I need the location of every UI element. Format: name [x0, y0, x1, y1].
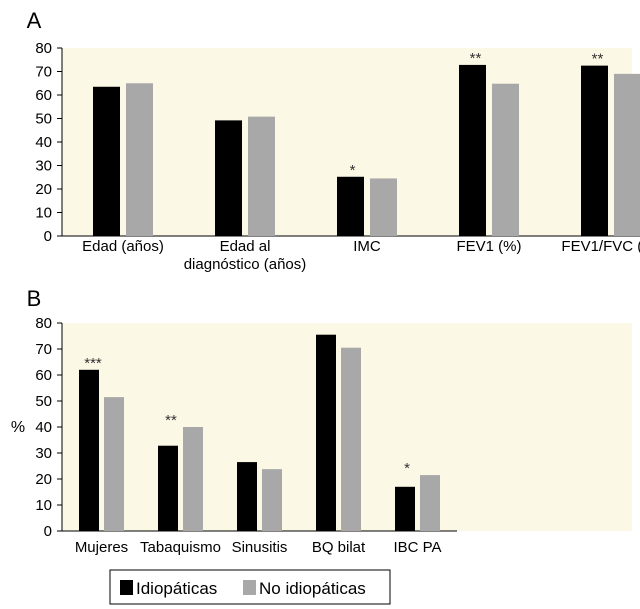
category-label: Edad (años) — [82, 238, 164, 255]
y-tick-label: 10 — [35, 497, 52, 514]
legend-swatch — [243, 580, 256, 595]
bar-idiopaticas — [316, 334, 336, 531]
bar-idiopaticas — [459, 64, 486, 236]
bar-idiopaticas — [93, 86, 120, 237]
category-label: Sinusitis — [232, 539, 288, 556]
y-tick-label: 30 — [35, 445, 52, 462]
y-tick-label: 70 — [35, 341, 52, 358]
significance-marker: ** — [470, 50, 482, 67]
y-tick-label: 80 — [35, 40, 52, 57]
y-tick-label: 20 — [35, 471, 52, 488]
category-label: BQ bilat — [312, 539, 366, 556]
bar-no-idiopaticas — [104, 397, 124, 531]
bar-no-idiopaticas — [262, 469, 282, 531]
significance-marker: * — [350, 162, 356, 179]
significance-marker: ** — [165, 412, 177, 429]
bar-no-idiopaticas — [341, 347, 361, 531]
legend: Idiopáticas No idiopáticas — [109, 569, 391, 605]
y-tick-label: 0 — [44, 523, 52, 540]
y-tick-label: 60 — [35, 367, 52, 384]
bar-idiopaticas — [395, 486, 415, 531]
significance-marker: * — [404, 460, 410, 477]
y-tick-label: 70 — [35, 64, 52, 81]
y-tick-label: 30 — [35, 158, 52, 175]
y-tick-label: 10 — [35, 205, 52, 222]
legend-swatch — [120, 580, 133, 595]
bar-idiopaticas — [581, 65, 608, 236]
bar-no-idiopaticas — [126, 83, 153, 236]
category-label: IBC PA — [393, 539, 441, 556]
bar-no-idiopaticas — [420, 475, 440, 531]
significance-marker: *** — [84, 355, 102, 372]
y-tick-label: 50 — [35, 393, 52, 410]
bar-idiopaticas — [215, 120, 242, 236]
bar-idiopaticas — [158, 445, 178, 531]
legend-label: No idiopáticas — [259, 579, 366, 598]
panel-a: A 0 10 20 30 40 50 60 70 80 Edad (años) Edad al diag… — [27, 8, 640, 273]
panel-b: B 0 10 20 30 40 50 60 70 80% *** Mujeres ** Tabaquism… — [11, 286, 632, 556]
panel-letter: B — [27, 286, 42, 311]
bar-no-idiopaticas — [614, 73, 640, 236]
bar-idiopaticas — [79, 369, 99, 531]
bar-no-idiopaticas — [183, 427, 203, 531]
bar-idiopaticas — [237, 462, 257, 531]
y-tick-label: 50 — [35, 111, 52, 128]
bar-no-idiopaticas — [492, 83, 519, 236]
bar-no-idiopaticas — [248, 116, 275, 236]
category-label: FEV1/FVC (%) — [561, 238, 640, 255]
category-label: Tabaquismo — [140, 539, 221, 556]
bar-no-idiopaticas — [370, 178, 397, 236]
category-label: FEV1 (%) — [456, 238, 521, 255]
panel-letter: A — [27, 8, 42, 33]
y-tick-label: 40 — [35, 134, 52, 151]
category-label: Edad al diagnóstico (años) — [184, 238, 307, 273]
y-axis-label: % — [11, 419, 25, 436]
bar-idiopaticas — [337, 176, 364, 236]
y-tick-label: 60 — [35, 87, 52, 104]
y-tick-label: 20 — [35, 181, 52, 198]
significance-marker: ** — [592, 51, 604, 68]
y-tick-label: 40 — [35, 419, 52, 436]
category-label: Mujeres — [75, 539, 128, 556]
y-tick-label: 0 — [44, 228, 52, 245]
y-tick-label: 80 — [35, 315, 52, 332]
category-label: IMC — [353, 238, 381, 255]
legend-label: Idiopáticas — [136, 579, 217, 598]
